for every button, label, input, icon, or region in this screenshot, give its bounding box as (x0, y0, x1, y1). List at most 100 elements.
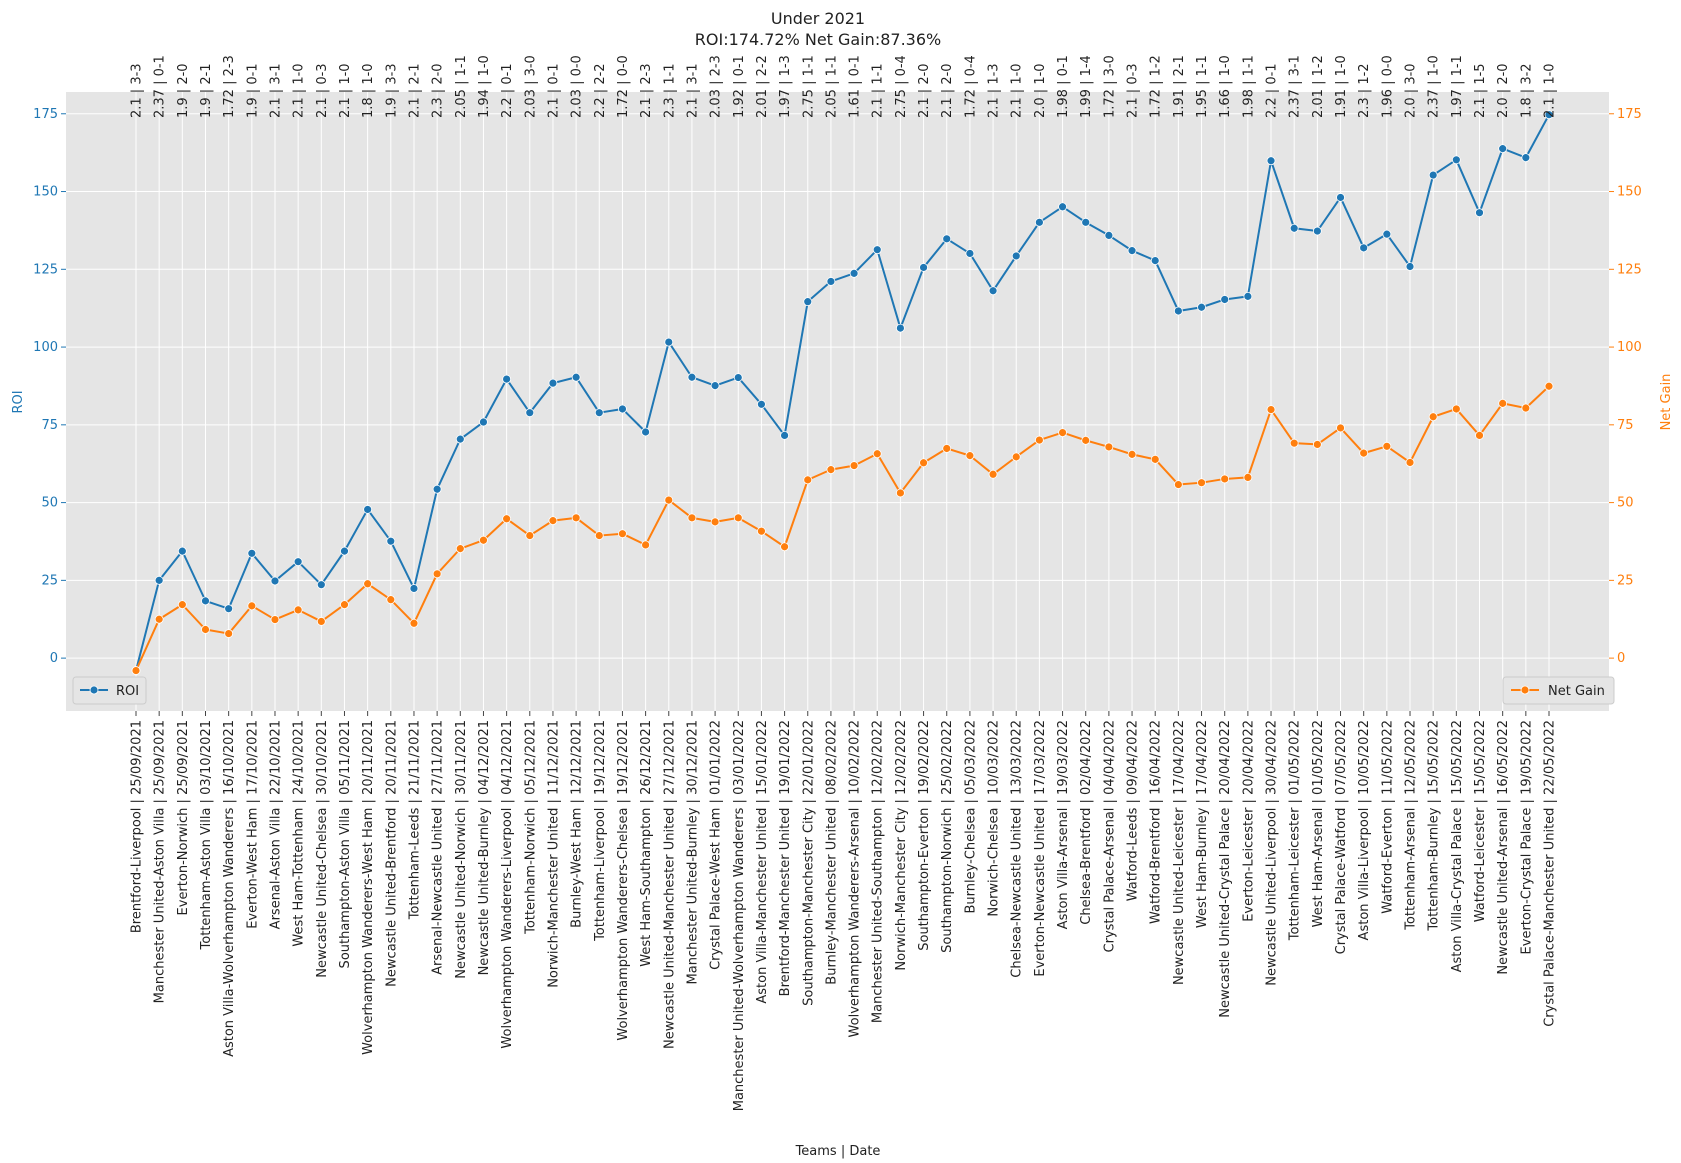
y-axis-label-left: ROI (11, 390, 26, 413)
data-point-net-gain (1451, 404, 1461, 414)
top-tick-label: 2.75 | 0-4 (894, 55, 909, 118)
data-point-roi (1521, 153, 1531, 163)
data-point-roi (1312, 226, 1322, 236)
legend-roi-label: ROI (116, 684, 139, 699)
x-tick-label: Newcastle United-Brentford | 20/11/2021 (384, 720, 399, 987)
data-point-roi (849, 268, 859, 278)
top-tick-label: 1.94 | 1-0 (477, 55, 492, 118)
data-point-net-gain (131, 666, 141, 675)
data-point-roi (733, 373, 743, 382)
data-point-net-gain (154, 614, 164, 624)
top-tick-label: 2.1 | 3-1 (685, 63, 700, 118)
data-point-roi (1058, 202, 1067, 212)
top-tick-label: 1.98 | 1-1 (1241, 55, 1256, 118)
top-tick-label: 1.72 | 0-0 (616, 55, 631, 118)
data-point-net-gain (1405, 458, 1415, 467)
y-tick-label-right: 0 (1617, 651, 1625, 666)
x-tick-label: Newcastle United-Norwich | 30/11/2021 (454, 720, 469, 979)
data-point-roi (293, 557, 303, 567)
data-point-roi (988, 286, 998, 296)
data-point-net-gain (201, 625, 210, 634)
top-tick-label: 1.97 | 1-1 (1450, 55, 1465, 118)
top-tick-label: 2.75 | 1-1 (801, 55, 816, 118)
x-tick-label: Everton-Norwich | 25/09/2021 (176, 720, 191, 915)
top-tick-label: 1.66 | 1-0 (1218, 55, 1233, 118)
data-point-roi (1034, 217, 1044, 227)
data-point-net-gain (757, 526, 766, 536)
x-tick-label: Aston Villa-Wolverhampton Wanderers | 16… (222, 720, 237, 1057)
data-point-roi (896, 323, 905, 333)
x-tick-label: Everton-Leicester | 20/04/2022 (1241, 720, 1256, 922)
data-point-net-gain (386, 595, 396, 605)
top-tick-label: 1.72 | 3-0 (1102, 55, 1117, 118)
x-tick-label: Arsenal-Newcastle United | 27/11/2021 (431, 720, 446, 975)
top-tick-label: 1.72 | 2-3 (222, 55, 237, 118)
data-point-roi (316, 580, 326, 590)
top-tick-label: 2.1 | 2-3 (639, 63, 654, 118)
legend-net-gain-marker (1520, 685, 1530, 695)
data-point-roi (872, 245, 882, 255)
x-tick-label: Manchester United-Wolverhampton Wanderer… (732, 720, 747, 1111)
x-tick-label: Newcastle United-Arsenal | 16/05/2022 (1496, 720, 1511, 975)
top-tick-label: 2.1 | 2-0 (917, 63, 932, 118)
y-tick-label-left: 50 (41, 496, 58, 511)
data-point-net-gain (432, 569, 442, 579)
data-point-roi (525, 408, 535, 418)
data-point-net-gain (687, 513, 697, 523)
data-point-net-gain (1220, 474, 1230, 484)
data-point-roi (1197, 302, 1206, 312)
data-point-roi (618, 404, 627, 414)
data-point-net-gain (1428, 412, 1438, 422)
data-point-net-gain (988, 469, 998, 479)
axes (61, 113, 1614, 716)
data-point-net-gain (1475, 431, 1484, 440)
data-point-net-gain (479, 535, 488, 545)
data-point-net-gain (1382, 441, 1392, 451)
data-point-net-gain (1011, 452, 1021, 462)
top-tick-label: 1.8 | 1-0 (361, 63, 376, 118)
x-tick-label: Brentford-Liverpool | 25/09/2021 (130, 720, 145, 933)
data-point-roi (1266, 156, 1276, 166)
top-tick-label: 1.9 | 3-3 (384, 63, 399, 118)
x-tick-label: Watford-Brentford | 16/04/2022 (1149, 720, 1164, 924)
data-point-roi (965, 249, 975, 258)
top-tick-label: 2.3 | 1-2 (1357, 63, 1372, 118)
data-point-net-gain (872, 449, 882, 459)
data-point-roi (710, 381, 720, 391)
data-point-roi (548, 378, 558, 388)
data-point-net-gain (1127, 449, 1137, 459)
top-tick-label: 1.96 | 0-0 (1380, 55, 1395, 118)
top-tick-label: 1.97 | 1-3 (778, 55, 793, 118)
data-point-roi (641, 427, 651, 437)
x-tick-label: Crystal Palace-West Ham | 01/01/2022 (709, 720, 724, 970)
data-point-net-gain (502, 514, 512, 524)
legend-net-gain: Net Gain (1502, 676, 1615, 705)
top-tick-label: 2.1 | 1-0 (292, 63, 307, 118)
top-tick-label: 2.1 | 1-0 (1010, 63, 1025, 118)
data-point-roi (1289, 223, 1299, 233)
top-tick-label: 1.95 | 1-1 (1195, 55, 1210, 118)
data-point-net-gain (1150, 454, 1160, 464)
data-point-net-gain (896, 488, 905, 498)
top-tick-label: 1.99 | 1-4 (1079, 55, 1094, 118)
data-point-roi (1428, 170, 1438, 180)
x-tick-label: Burnley-Manchester United | 08/02/2022 (824, 720, 839, 985)
data-point-net-gain (1034, 435, 1044, 445)
data-point-net-gain (780, 542, 789, 552)
data-point-roi (1150, 256, 1160, 265)
legend-roi-marker (89, 685, 99, 695)
top-tick-label: 2.0 | 2-0 (1496, 63, 1511, 118)
x-tick-label: Newcastle United-Chelsea | 30/10/2021 (315, 720, 330, 978)
data-point-roi (1405, 262, 1415, 271)
data-point-net-gain (177, 600, 187, 610)
data-point-roi (942, 234, 952, 244)
data-point-net-gain (316, 617, 326, 626)
data-point-net-gain (1104, 442, 1114, 452)
data-point-roi (1104, 230, 1114, 240)
top-tick-label: 2.3 | 2-0 (431, 63, 446, 118)
data-point-roi (687, 372, 697, 382)
top-tick-label: 2.37 | 1-0 (1427, 55, 1442, 118)
tick-labels: 0 0 25 25 50 50 75 75 100 100 125 125 150 150 175 175 Br… (33, 55, 1642, 1111)
top-tick-label: 2.05 | 1-1 (454, 55, 469, 118)
